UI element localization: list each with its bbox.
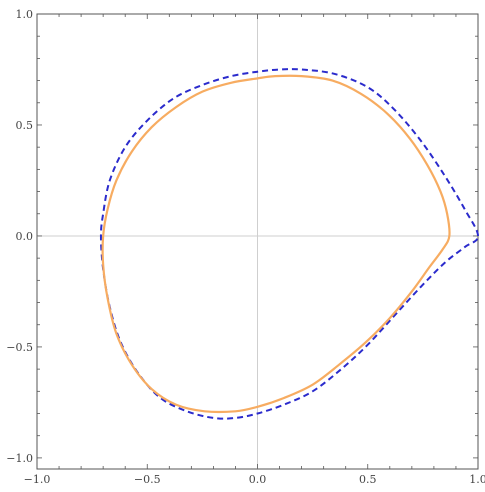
x-tick-label: −0.5 (134, 473, 161, 486)
y-tick-label: 0.5 (16, 119, 34, 132)
y-tick-label: 1.0 (16, 8, 34, 21)
x-tick-label: 1.0 (469, 473, 485, 486)
x-tick-label: 0.5 (359, 473, 377, 486)
y-tick-label: −1.0 (6, 452, 33, 465)
y-tick-label: −0.5 (6, 341, 33, 354)
origin-axes (37, 14, 478, 469)
curves (99, 68, 479, 420)
series-solid-curve (101, 74, 451, 414)
y-tick-label: 0.0 (16, 230, 34, 243)
x-tick-label: −1.0 (24, 473, 51, 486)
tick-labels: −1.0 −0.5 0.0 0.5 1.0 −1.0 −0.5 0.0 0.5 1.0 (6, 8, 485, 486)
x-tick-label: 0.0 (249, 473, 267, 486)
tick-marks (36, 13, 479, 469)
